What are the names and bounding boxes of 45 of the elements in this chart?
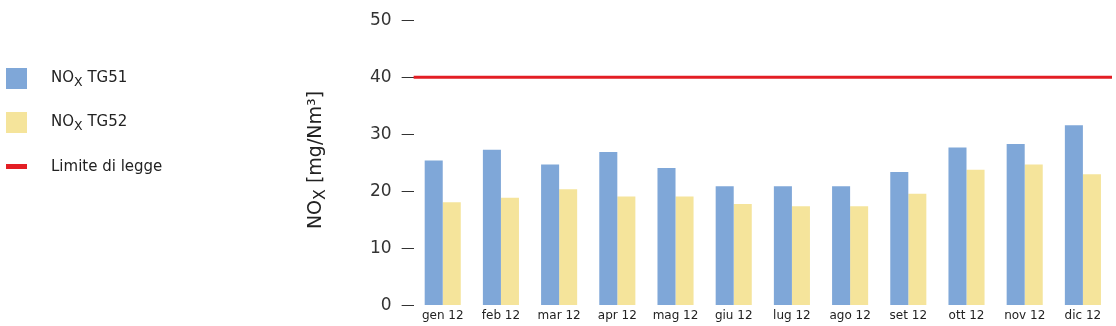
- bar: [559, 189, 578, 306]
- x-tick-label: feb 12: [481, 307, 521, 322]
- bar: [791, 206, 810, 306]
- bar: [442, 202, 461, 306]
- bar: [832, 186, 851, 306]
- bar: [1006, 144, 1025, 306]
- y-tick-label: 10: [369, 236, 392, 257]
- bar: [1024, 164, 1043, 306]
- x-tick-label: apr 12: [597, 307, 637, 322]
- y-tick-label: 40: [369, 65, 392, 86]
- bar: [541, 164, 560, 306]
- bar: [1064, 125, 1083, 306]
- bar: [733, 204, 752, 306]
- x-tick-label: mag 12: [652, 307, 699, 322]
- y-tick-label: 30: [369, 122, 392, 143]
- bar: [966, 169, 985, 306]
- bar: [773, 186, 792, 306]
- x-tick-label: ago 12: [829, 307, 871, 322]
- legend-label: Limite di legge: [51, 157, 163, 175]
- bar: [908, 193, 927, 306]
- bar: [1082, 174, 1101, 306]
- bar: [948, 147, 967, 306]
- bar: [617, 196, 636, 306]
- y-tick-label: 20: [369, 179, 392, 200]
- bar: [657, 168, 676, 306]
- bar: [850, 206, 869, 306]
- bar: [482, 149, 501, 306]
- x-tick-label: mar 12: [537, 307, 581, 322]
- bar: [424, 160, 443, 306]
- x-tick-label: set 12: [889, 307, 928, 322]
- bar: [500, 197, 519, 306]
- x-tick-label: giu 12: [714, 307, 753, 322]
- x-tick-label: nov 12: [1004, 307, 1046, 322]
- x-tick-label: dic 12: [1064, 307, 1102, 322]
- legend-label: NO$_{X}$ TG51: [51, 67, 128, 89]
- x-tick-label: lug 12: [773, 307, 811, 322]
- bar: [715, 186, 734, 306]
- y-tick-label: 50: [369, 8, 392, 29]
- bar: [675, 196, 694, 306]
- x-tick-label: gen 12: [421, 307, 464, 322]
- bar: [890, 172, 909, 306]
- x-tick-label: ott 12: [948, 307, 985, 322]
- legend-label: NO$_{X}$ TG52: [51, 111, 128, 133]
- bar: [599, 152, 618, 306]
- y-tick-label: 0: [380, 294, 392, 315]
